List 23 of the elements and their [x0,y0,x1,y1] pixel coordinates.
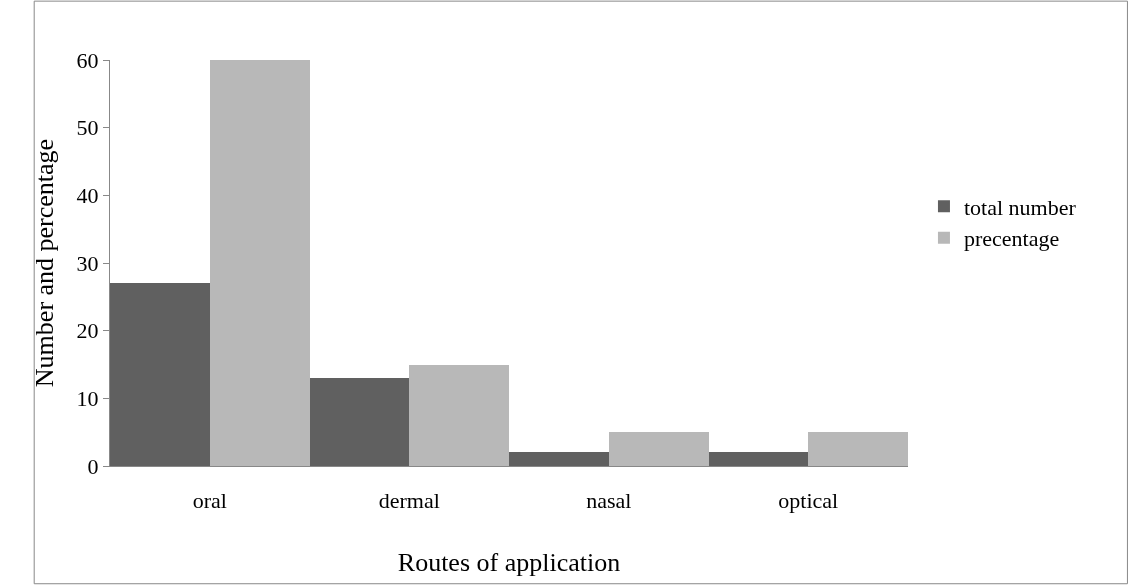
x-tick-label: nasal [586,488,632,514]
x-tick-label: oral [192,488,227,514]
bar [310,378,409,466]
x-tick-label: dermal [378,488,440,514]
y-tick-label: 50 [76,115,99,141]
bar [509,452,609,466]
y-tick-label: 60 [76,47,99,73]
bar [709,452,808,466]
y-tick-label: 30 [76,250,99,276]
bar [409,365,509,466]
x-axis-title: Routes of application [397,548,621,578]
y-tick-label: 40 [76,183,99,209]
y-tick-label: 10 [76,386,99,412]
bar [110,283,210,466]
bar [609,432,709,466]
legend-label: precentage [963,226,1060,252]
y-tick-label: 20 [76,318,99,344]
y-tick-label: 0 [87,453,99,479]
y-axis-title: Number and percentage [30,138,59,388]
bar [210,60,310,466]
legend-label: total number [963,194,1077,220]
bar [808,432,908,466]
x-tick-label: optical [778,488,839,514]
